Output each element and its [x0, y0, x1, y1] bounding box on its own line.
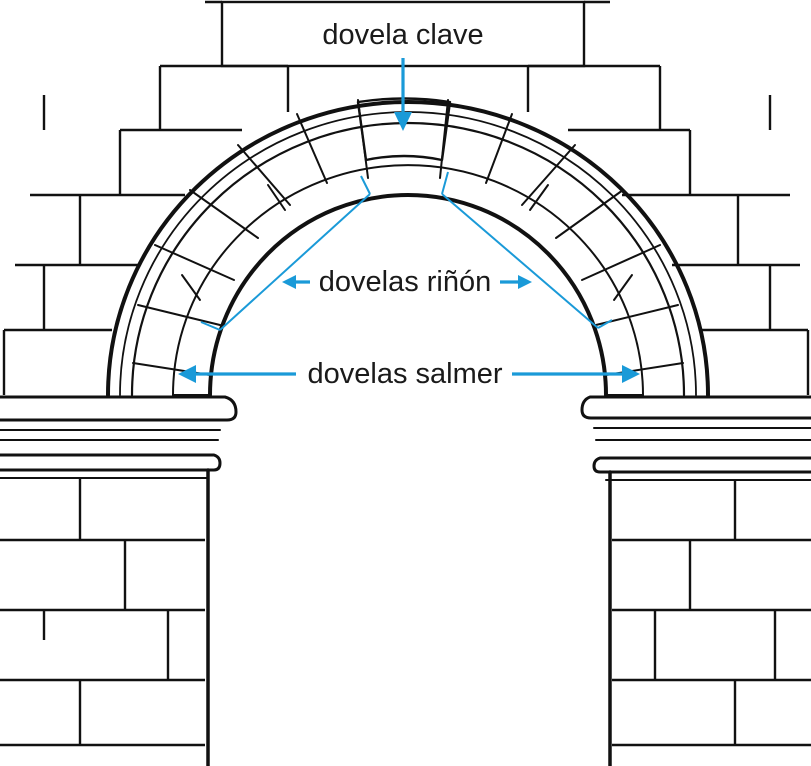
- voussoir-joints: [132, 99, 684, 376]
- keystone-block: [356, 97, 452, 162]
- arch-voussoir-mid: [172, 164, 644, 396]
- arch: [106, 97, 710, 397]
- right-impost: [580, 395, 811, 481]
- haunch-arrowhead-right: [518, 275, 532, 289]
- right-pier: [608, 470, 811, 766]
- springer-arrowhead-left: [178, 365, 196, 383]
- left-upper-wall: [2, 95, 242, 395]
- arch-voussoir-outer: [130, 121, 686, 397]
- label-haunch: dovelas riñón: [319, 266, 492, 298]
- haunch-arrowhead-left: [282, 275, 296, 289]
- label-keystone: dovela clave: [322, 19, 483, 51]
- arch-extrados: [106, 100, 710, 397]
- label-springer: dovelas salmer: [307, 358, 502, 390]
- left-pier: [0, 468, 210, 766]
- haunch-guide-lines: [200, 171, 613, 331]
- keystone-arrowhead: [394, 112, 412, 131]
- right-upper-wall: [568, 95, 810, 395]
- left-impost: [0, 395, 238, 479]
- upper-brick-joints: [158, 66, 662, 130]
- springer-arrowhead-right: [622, 365, 640, 383]
- annotations: dovela clave dovelas riñón dovelas salme…: [178, 19, 640, 390]
- arch-moulding: [119, 111, 697, 396]
- arch-intrados: [208, 193, 608, 397]
